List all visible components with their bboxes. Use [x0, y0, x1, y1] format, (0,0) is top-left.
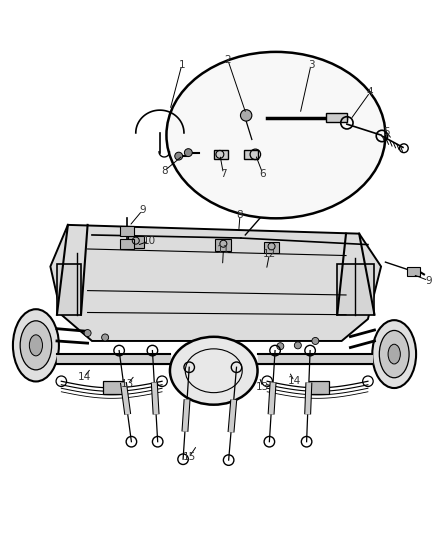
Text: 4: 4	[367, 87, 374, 97]
Circle shape	[294, 342, 301, 349]
Ellipse shape	[20, 321, 52, 370]
Text: 9: 9	[139, 205, 146, 215]
Text: 12: 12	[263, 249, 276, 259]
Ellipse shape	[170, 337, 258, 405]
Text: 7: 7	[220, 168, 227, 179]
Circle shape	[84, 329, 91, 336]
Circle shape	[175, 152, 183, 160]
Ellipse shape	[372, 320, 416, 388]
Circle shape	[184, 149, 192, 157]
Text: 9: 9	[425, 276, 432, 286]
FancyBboxPatch shape	[120, 226, 134, 236]
Text: 5: 5	[383, 127, 390, 136]
Text: 8: 8	[161, 166, 168, 176]
FancyBboxPatch shape	[326, 113, 347, 122]
FancyBboxPatch shape	[128, 236, 144, 248]
FancyBboxPatch shape	[120, 239, 134, 249]
Polygon shape	[337, 264, 374, 314]
FancyBboxPatch shape	[309, 381, 328, 394]
Ellipse shape	[13, 309, 59, 382]
Text: 10: 10	[142, 236, 155, 246]
FancyBboxPatch shape	[103, 381, 123, 394]
Text: 15: 15	[183, 452, 196, 462]
FancyBboxPatch shape	[407, 268, 420, 276]
Polygon shape	[57, 264, 81, 314]
Circle shape	[240, 110, 252, 121]
Text: 11: 11	[217, 245, 230, 255]
Ellipse shape	[166, 52, 385, 219]
Ellipse shape	[29, 335, 42, 356]
FancyBboxPatch shape	[244, 150, 258, 159]
Text: 14: 14	[288, 376, 301, 386]
FancyBboxPatch shape	[264, 242, 279, 253]
Text: 13: 13	[121, 379, 134, 389]
Text: 13: 13	[256, 382, 269, 392]
Text: 8: 8	[237, 210, 244, 220]
Ellipse shape	[379, 330, 409, 378]
Text: 1: 1	[178, 60, 185, 70]
Circle shape	[102, 334, 109, 341]
Circle shape	[312, 337, 319, 344]
FancyBboxPatch shape	[214, 150, 228, 159]
Text: 3: 3	[307, 60, 314, 70]
Ellipse shape	[388, 344, 400, 364]
Text: 6: 6	[259, 168, 266, 179]
Circle shape	[277, 343, 284, 350]
Polygon shape	[50, 225, 381, 341]
FancyBboxPatch shape	[215, 239, 231, 251]
Text: 14: 14	[78, 372, 91, 382]
Text: 2: 2	[224, 55, 231, 65]
